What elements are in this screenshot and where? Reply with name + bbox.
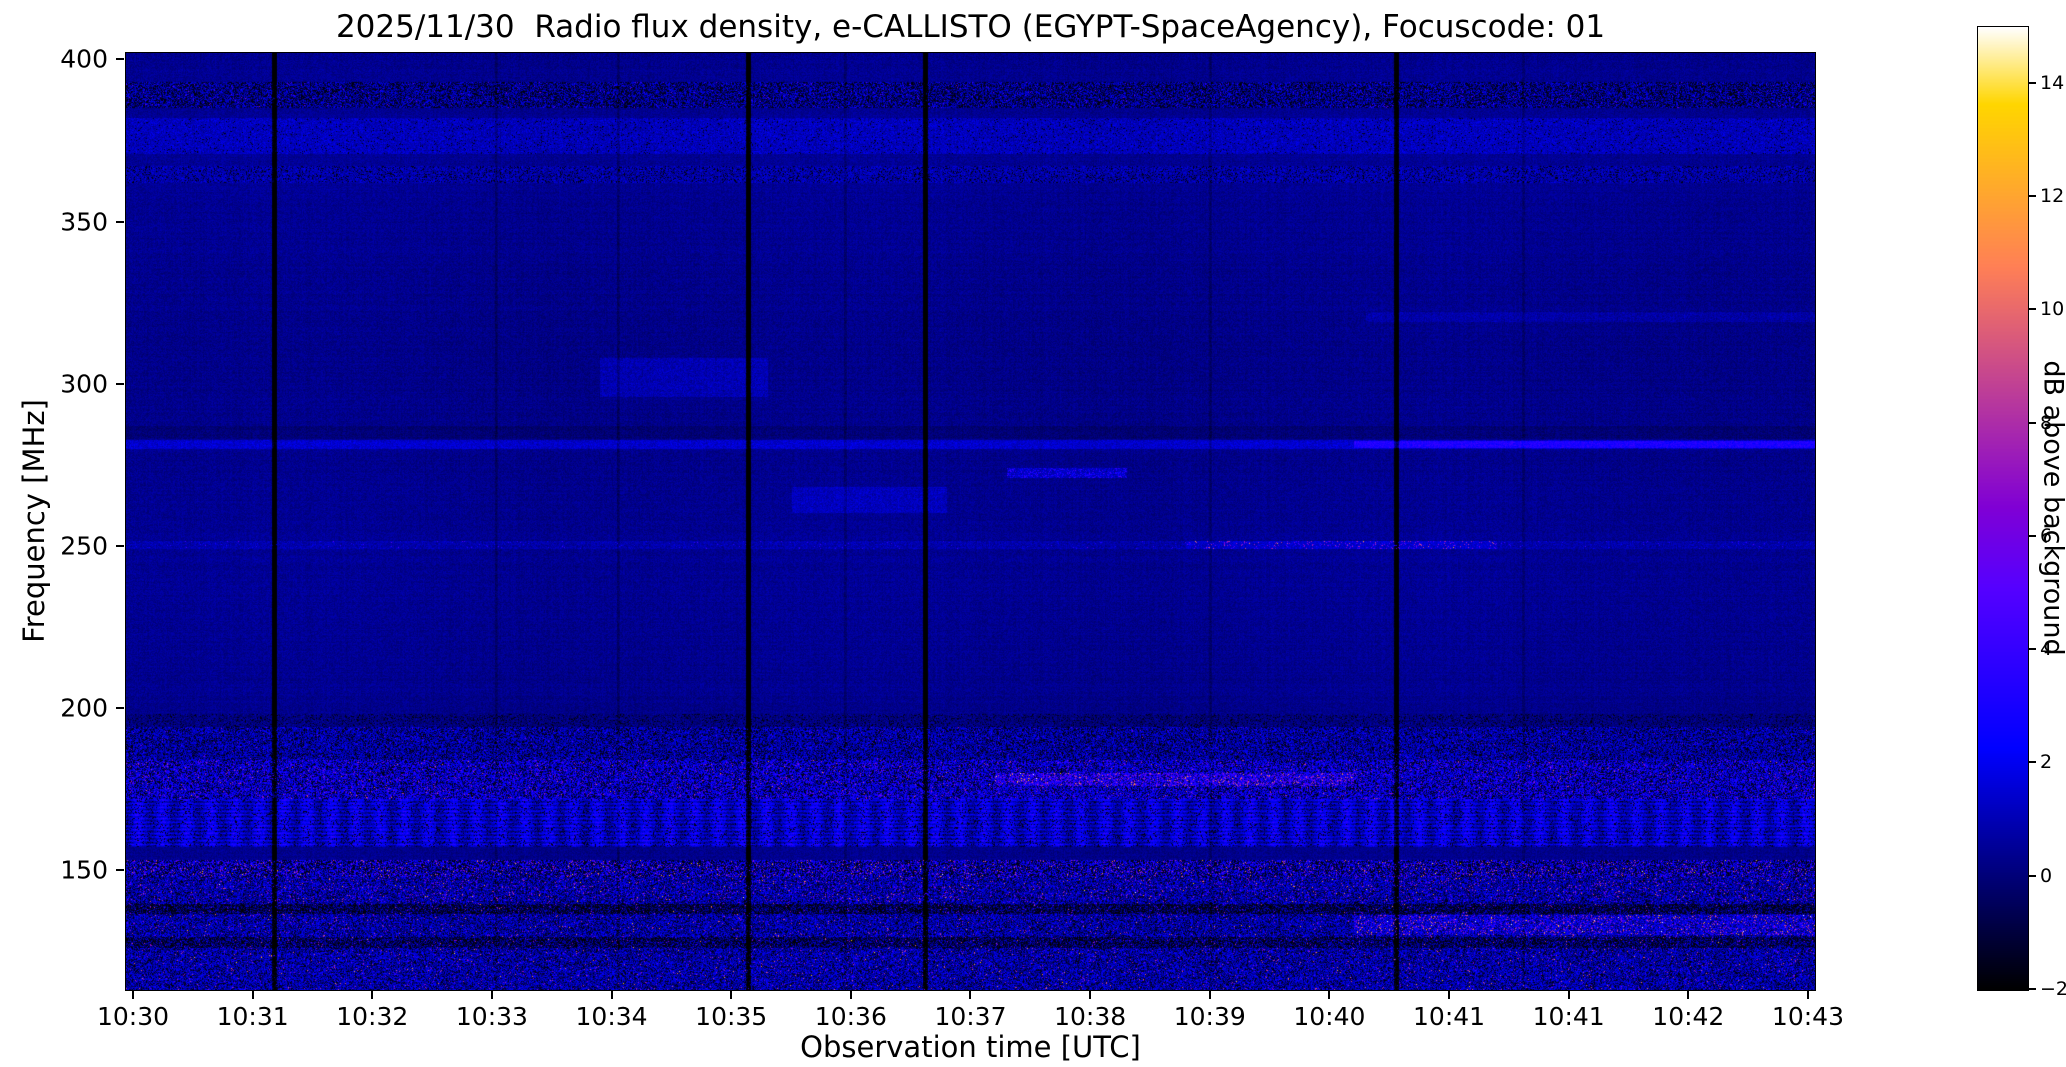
- x-tick-mark: [371, 991, 373, 999]
- x-tick-mark: [252, 991, 254, 999]
- y-tick-mark: [116, 383, 124, 385]
- y-tick-mark: [116, 58, 124, 60]
- y-axis-label: Frequency [MHz]: [17, 399, 51, 643]
- colorbar-tick-label: 12: [2040, 185, 2064, 207]
- x-tick-label: 10:42: [1652, 1002, 1724, 1031]
- y-tick-mark: [116, 707, 124, 709]
- x-tick-label: 10:41: [1413, 1002, 1485, 1031]
- x-tick-label: 10:31: [217, 1002, 289, 1031]
- x-tick-mark: [1328, 991, 1330, 999]
- x-tick-label: 10:36: [815, 1002, 887, 1031]
- x-tick-mark: [1568, 991, 1570, 999]
- x-tick-label: 10:38: [1054, 1002, 1126, 1031]
- y-tick-mark: [116, 221, 124, 223]
- colorbar-canvas: [1978, 27, 2028, 990]
- x-tick-mark: [1448, 991, 1450, 999]
- colorbar-tick-mark: [2029, 761, 2036, 763]
- y-tick-label: 250: [28, 531, 108, 560]
- y-tick-label: 350: [28, 207, 108, 236]
- x-tick-label: 10:43: [1772, 1002, 1844, 1031]
- y-tick-mark: [116, 545, 124, 547]
- chart-title: 2025/11/30 Radio flux density, e-CALLIST…: [126, 9, 1815, 45]
- colorbar-tick-mark: [2029, 308, 2036, 310]
- colorbar-tick-label: 0: [2040, 865, 2052, 887]
- colorbar-tick-label: −2: [2040, 978, 2066, 1000]
- colorbar-tick-label: 14: [2040, 72, 2064, 94]
- spectrogram-figure: 2025/11/30 Radio flux density, e-CALLIST…: [0, 0, 2066, 1067]
- x-tick-mark: [1089, 991, 1091, 999]
- x-tick-label: 10:41: [1533, 1002, 1605, 1031]
- colorbar-tick-mark: [2029, 875, 2036, 877]
- colorbar-tick-mark: [2029, 422, 2036, 424]
- spectrogram-plot: [125, 52, 1816, 991]
- x-tick-label: 10:40: [1293, 1002, 1365, 1031]
- y-tick-label: 300: [28, 369, 108, 398]
- x-tick-mark: [611, 991, 613, 999]
- colorbar-tick-label: 8: [2040, 412, 2052, 434]
- colorbar-tick-label: 2: [2040, 751, 2052, 773]
- y-tick-mark: [116, 869, 124, 871]
- colorbar-tick-mark: [2029, 648, 2036, 650]
- x-tick-label: 10:37: [934, 1002, 1006, 1031]
- x-tick-label: 10:39: [1174, 1002, 1246, 1031]
- spectrogram-canvas: [126, 53, 1815, 990]
- x-tick-label: 10:32: [336, 1002, 408, 1031]
- x-tick-mark: [850, 991, 852, 999]
- x-tick-label: 10:30: [97, 1002, 169, 1031]
- y-tick-label: 200: [28, 693, 108, 722]
- x-tick-mark: [1807, 991, 1809, 999]
- x-axis-label: Observation time [UTC]: [126, 1030, 1815, 1064]
- x-tick-label: 10:34: [576, 1002, 648, 1031]
- y-tick-label: 150: [28, 856, 108, 885]
- colorbar-tick-mark: [2029, 195, 2036, 197]
- colorbar-tick-label: 4: [2040, 638, 2052, 660]
- x-tick-mark: [132, 991, 134, 999]
- x-tick-mark: [1687, 991, 1689, 999]
- x-tick-label: 10:33: [456, 1002, 528, 1031]
- colorbar: [1977, 26, 2029, 991]
- colorbar-tick-mark: [2029, 535, 2036, 537]
- colorbar-tick-label: 6: [2040, 525, 2052, 547]
- x-tick-mark: [1209, 991, 1211, 999]
- x-tick-mark: [730, 991, 732, 999]
- x-tick-label: 10:35: [695, 1002, 767, 1031]
- x-tick-mark: [491, 991, 493, 999]
- colorbar-tick-mark: [2029, 988, 2036, 990]
- colorbar-label: dB above background: [2038, 360, 2066, 655]
- y-tick-label: 400: [28, 45, 108, 74]
- colorbar-tick-label: 10: [2040, 298, 2064, 320]
- colorbar-tick-mark: [2029, 82, 2036, 84]
- x-tick-mark: [969, 991, 971, 999]
